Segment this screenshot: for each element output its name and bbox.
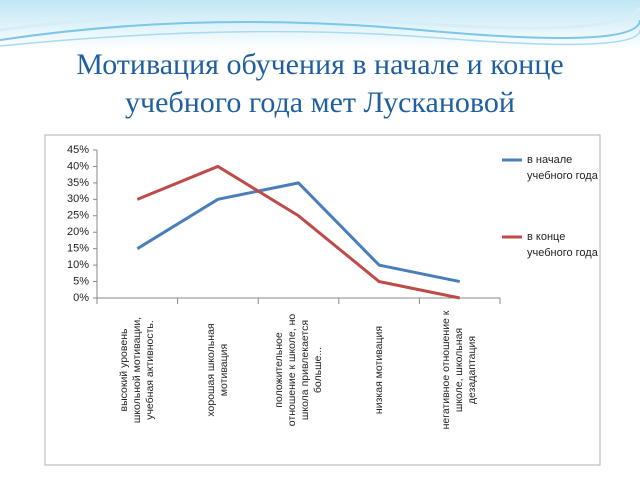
y-tick-label: 40% — [67, 160, 89, 172]
y-tick-label: 25% — [67, 210, 89, 222]
series-line — [136, 164, 460, 300]
legend-label: в конце учебного года — [527, 231, 598, 259]
x-tick-label: низкая мотивация — [372, 325, 385, 415]
chart-frame — [44, 134, 601, 466]
series-line — [136, 181, 460, 284]
y-tick-label: 30% — [67, 193, 89, 205]
x-tick-label: положительное отношение к школе, но школ… — [272, 313, 324, 427]
y-tick-label: 5% — [73, 275, 89, 287]
x-tick-label: хорошая школьная мотивация — [204, 323, 230, 417]
x-tick-label: высокий уровень школьной мотивации, учеб… — [117, 316, 156, 424]
x-tick-label: негативное отношение к школе, школьная д… — [440, 310, 479, 430]
swoosh — [0, 7, 640, 32]
legend-label: в начале учебного года — [527, 154, 598, 182]
y-tick-label: 45% — [67, 144, 89, 156]
slide-title: Мотивация обучения в начале и конце учеб… — [76, 48, 564, 119]
header-band — [0, 0, 640, 50]
y-tick-label: 20% — [67, 226, 89, 238]
swoosh — [0, 19, 640, 41]
y-tick-label: 15% — [67, 243, 89, 255]
swoosh — [0, 29, 640, 47]
y-tick-label: 10% — [67, 259, 89, 271]
y-tick-label: 35% — [67, 177, 89, 189]
y-tick-label: 0% — [73, 292, 89, 304]
